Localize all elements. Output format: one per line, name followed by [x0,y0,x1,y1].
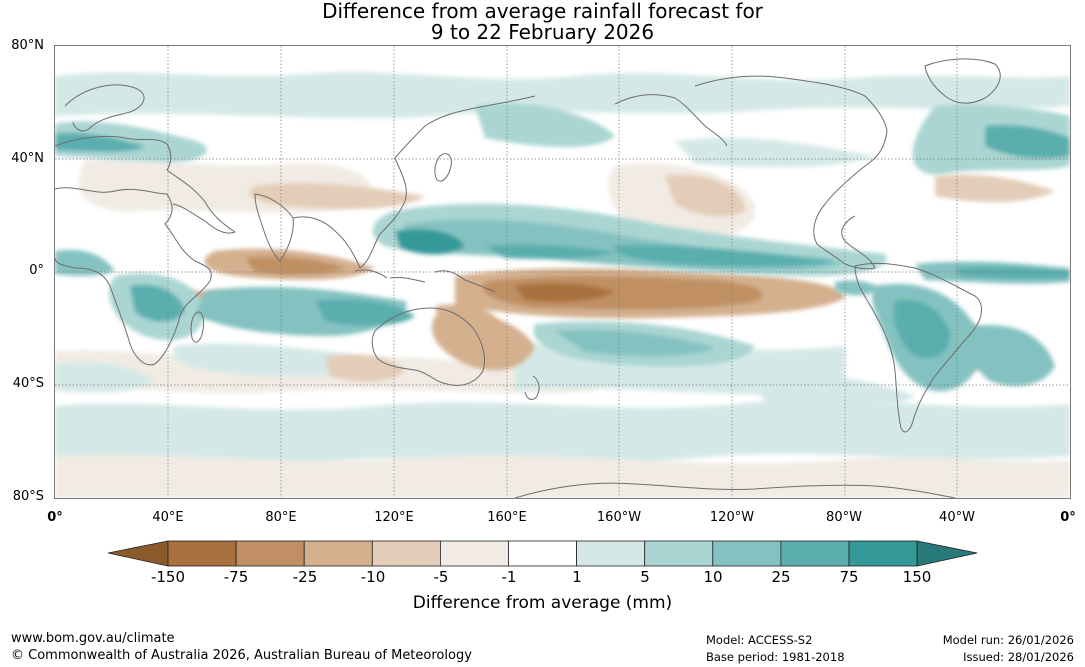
colorbar-label-minus150: -150 [150,568,186,586]
colorbar [108,540,978,567]
colorbar-label-5: 5 [640,568,650,586]
lon-label-160w: 160°W [596,510,642,525]
lat-label-0: 0° [29,263,44,278]
lat-label-80n: 80°N [11,38,44,53]
lon-label-0-left: 0° [47,510,63,525]
map-title-line1: Difference from average rainfall forecas… [322,0,763,23]
footer-base-period: Base period: 1981-2018 [706,650,845,664]
lon-label-0-right: 0° [1060,510,1076,525]
map-canvas [55,46,1070,498]
footer-model: Model: ACCESS-S2 [706,633,813,647]
colorbar-cell-teal-4 [780,540,850,567]
colorbar-extend-wet [916,540,978,567]
map-graticule [55,46,1070,498]
lon-label-80e: 80°E [265,510,297,525]
colorbar-cell-teal-5 [848,540,918,567]
map-title-line2: 9 to 22 February 2026 [430,20,655,44]
colorbar-cell-brown-2 [235,540,305,567]
colorbar-label-1: 1 [572,568,582,586]
colorbar-label-minus75: -75 [223,568,249,586]
colorbar-cell-brown-4 [371,540,441,567]
colorbar-label-10: 10 [703,568,723,586]
colorbar-title: Difference from average (mm) [412,593,673,613]
lon-label-40e: 40°E [152,510,184,525]
colorbar-label-25: 25 [771,568,791,586]
colorbar-cell-teal-2 [644,540,714,567]
colorbar-label-minus5: -5 [433,568,449,586]
anomaly-field-wet-tropics [55,203,1070,296]
colorbar-label-minus10: -10 [360,568,386,586]
footer-model-run: Model run: 26/01/2026 [942,633,1074,647]
lat-label-80s: 80°S [12,489,44,504]
colorbar-cell-brown-3 [303,540,373,567]
lon-label-40w: 40°W [939,510,975,525]
footer-copyright: © Commonwealth of Australia 2026, Austra… [11,648,472,663]
colorbar-label-minus1: -1 [501,568,517,586]
colorbar-extend-dry [108,540,169,567]
colorbar-cell-teal-3 [712,540,782,567]
lat-label-40s: 40°S [12,376,44,391]
footer-issued: Issued: 28/01/2026 [963,650,1074,664]
rainfall-anomaly-map [54,45,1071,499]
colorbar-label-150: 150 [902,568,932,586]
footer-website: www.bom.gov.au/climate [11,631,175,646]
colorbar-label-75: 75 [839,568,859,586]
lon-label-160e: 160°E [487,510,527,525]
lon-label-120w: 120°W [709,510,755,525]
anomaly-field-wet-south [55,273,1055,410]
lon-label-120e: 120°E [374,510,414,525]
colorbar-cell-neutral [508,540,577,567]
lon-label-80w: 80°W [826,510,862,525]
colorbar-cell-brown-1 [167,540,237,567]
colorbar-label-minus25: -25 [292,568,318,586]
map-coastlines [55,58,1001,498]
colorbar-cell-brown-5 [439,540,509,567]
colorbar-cell-teal-1 [576,540,646,567]
anomaly-field-wet-north [55,103,1070,175]
lat-label-40n: 40°N [11,151,44,166]
